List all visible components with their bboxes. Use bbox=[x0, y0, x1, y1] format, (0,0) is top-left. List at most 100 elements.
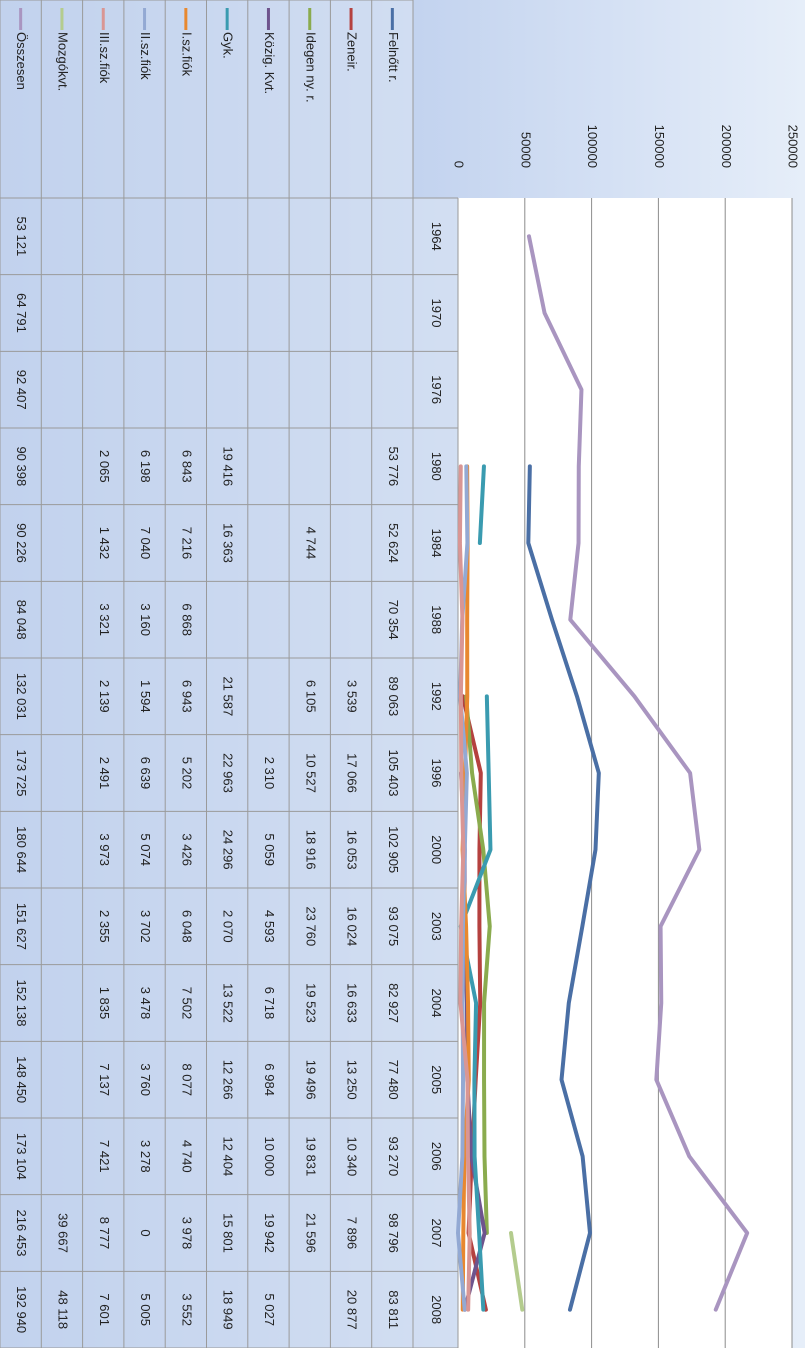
table-value: 6 105 bbox=[303, 680, 318, 713]
table-value: 92 407 bbox=[14, 370, 29, 410]
legend-label: Zeneir. bbox=[345, 32, 360, 72]
table-value: 105 403 bbox=[386, 750, 401, 797]
table-value: 3 478 bbox=[138, 987, 153, 1020]
table-value: 3 702 bbox=[138, 910, 153, 943]
table-value: 89 063 bbox=[386, 676, 401, 716]
series-line bbox=[464, 694, 492, 1235]
x-tick-label: 2000 bbox=[429, 835, 444, 864]
table-value: 7 137 bbox=[97, 1063, 112, 1096]
table-value: 1 835 bbox=[97, 987, 112, 1020]
legend-label: Közig. Kvt. bbox=[262, 32, 277, 94]
y-tick-label: 0 bbox=[452, 161, 467, 168]
table-value: 53 776 bbox=[386, 446, 401, 486]
table-value: 7 601 bbox=[97, 1293, 112, 1326]
table-value: 6 198 bbox=[138, 450, 153, 483]
y-tick-label: 100000 bbox=[585, 125, 600, 168]
table-value: 3 552 bbox=[179, 1293, 194, 1326]
table-value: 2 355 bbox=[97, 910, 112, 943]
table-value: 3 321 bbox=[97, 603, 112, 636]
x-tick-label: 2006 bbox=[429, 1142, 444, 1171]
table-value: 19 416 bbox=[221, 446, 236, 486]
table-value: 6 868 bbox=[179, 603, 194, 636]
table-value: 16 024 bbox=[345, 906, 360, 946]
x-tick-label: 2004 bbox=[429, 989, 444, 1018]
x-tick-label: 1976 bbox=[429, 375, 444, 404]
table-value: 13 522 bbox=[221, 983, 236, 1023]
x-tick-label: 1980 bbox=[429, 452, 444, 481]
table-value: 22 963 bbox=[221, 753, 236, 793]
table-value: 1 594 bbox=[138, 680, 153, 713]
table-value: 12 266 bbox=[221, 1060, 236, 1100]
x-tick-label: 1996 bbox=[429, 759, 444, 788]
table-value: 84 048 bbox=[14, 600, 29, 640]
table-value: 5 005 bbox=[138, 1293, 153, 1326]
table-value: 173 725 bbox=[14, 750, 29, 797]
x-tick-label: 1970 bbox=[429, 299, 444, 328]
plot-area bbox=[458, 198, 792, 1348]
table-value: 5 027 bbox=[262, 1293, 277, 1326]
table-value: 3 978 bbox=[179, 1217, 194, 1250]
series-line bbox=[508, 1231, 525, 1312]
table-value: 18 916 bbox=[303, 830, 318, 870]
table-value: 6 718 bbox=[262, 987, 277, 1020]
table-value: 98 796 bbox=[386, 1213, 401, 1253]
table-value: 5 202 bbox=[179, 757, 194, 790]
table-value: 90 398 bbox=[14, 446, 29, 486]
table-value: 1 432 bbox=[97, 527, 112, 560]
series-line bbox=[526, 464, 601, 1312]
table-value: 3 539 bbox=[345, 680, 360, 713]
table-value: 7 040 bbox=[138, 527, 153, 560]
table-value: 10 000 bbox=[262, 1136, 277, 1176]
legend-label: Felnőtt r. bbox=[386, 32, 401, 83]
table-value: 19 496 bbox=[303, 1060, 318, 1100]
table-value: 16 363 bbox=[221, 523, 236, 563]
legend-label: Mozgókvt. bbox=[56, 32, 71, 91]
table-value: 3 760 bbox=[138, 1063, 153, 1096]
y-tick-label: 50000 bbox=[518, 132, 533, 168]
table-value: 8 777 bbox=[97, 1217, 112, 1250]
table-value: 3 426 bbox=[179, 833, 194, 866]
table-value: 4 740 bbox=[179, 1140, 194, 1173]
x-tick-label: 2007 bbox=[429, 1219, 444, 1248]
table-value: 19 942 bbox=[262, 1213, 277, 1253]
table-value: 90 226 bbox=[14, 523, 29, 563]
table-value: 4 593 bbox=[262, 910, 277, 943]
table-value: 180 644 bbox=[14, 826, 29, 873]
table-value: 12 404 bbox=[221, 1136, 236, 1176]
table-value: 13 250 bbox=[345, 1060, 360, 1100]
table-value: 23 760 bbox=[303, 906, 318, 946]
table-value: 82 927 bbox=[386, 983, 401, 1023]
table-value: 6 843 bbox=[179, 450, 194, 483]
series-line bbox=[458, 464, 493, 1312]
table-value: 6 639 bbox=[138, 757, 153, 790]
legend-label: Összesen bbox=[14, 32, 29, 90]
series-line bbox=[457, 464, 472, 1312]
table-value: 10 340 bbox=[345, 1136, 360, 1176]
table-value: 2 070 bbox=[221, 910, 236, 943]
table-value: 216 453 bbox=[14, 1210, 29, 1257]
table-value: 2 310 bbox=[262, 757, 277, 790]
table-value: 21 596 bbox=[303, 1213, 318, 1253]
table-value: 7 502 bbox=[179, 987, 194, 1020]
table-value: 7 896 bbox=[345, 1217, 360, 1250]
x-tick-label: 1964 bbox=[429, 222, 444, 251]
x-tick-label: 2005 bbox=[429, 1065, 444, 1094]
legend-label: III.sz.fiók bbox=[97, 32, 112, 84]
x-tick-label: 1988 bbox=[429, 605, 444, 634]
table-value: 2 065 bbox=[97, 450, 112, 483]
table-value: 64 791 bbox=[14, 293, 29, 333]
table-value: 102 905 bbox=[386, 826, 401, 873]
y-tick-label: 250000 bbox=[786, 125, 801, 168]
table-value: 93 075 bbox=[386, 906, 401, 946]
table-value: 152 138 bbox=[14, 980, 29, 1027]
table-value: 151 627 bbox=[14, 903, 29, 950]
table-value: 0 bbox=[138, 1229, 153, 1236]
table-value: 7 216 bbox=[179, 527, 194, 560]
table-value: 10 527 bbox=[303, 753, 318, 793]
table-value: 70 354 bbox=[386, 600, 401, 640]
table-value: 192 940 bbox=[14, 1286, 29, 1333]
y-tick-label: 200000 bbox=[719, 125, 734, 168]
table-value: 173 104 bbox=[14, 1133, 29, 1180]
table-value: 4 744 bbox=[303, 527, 318, 560]
